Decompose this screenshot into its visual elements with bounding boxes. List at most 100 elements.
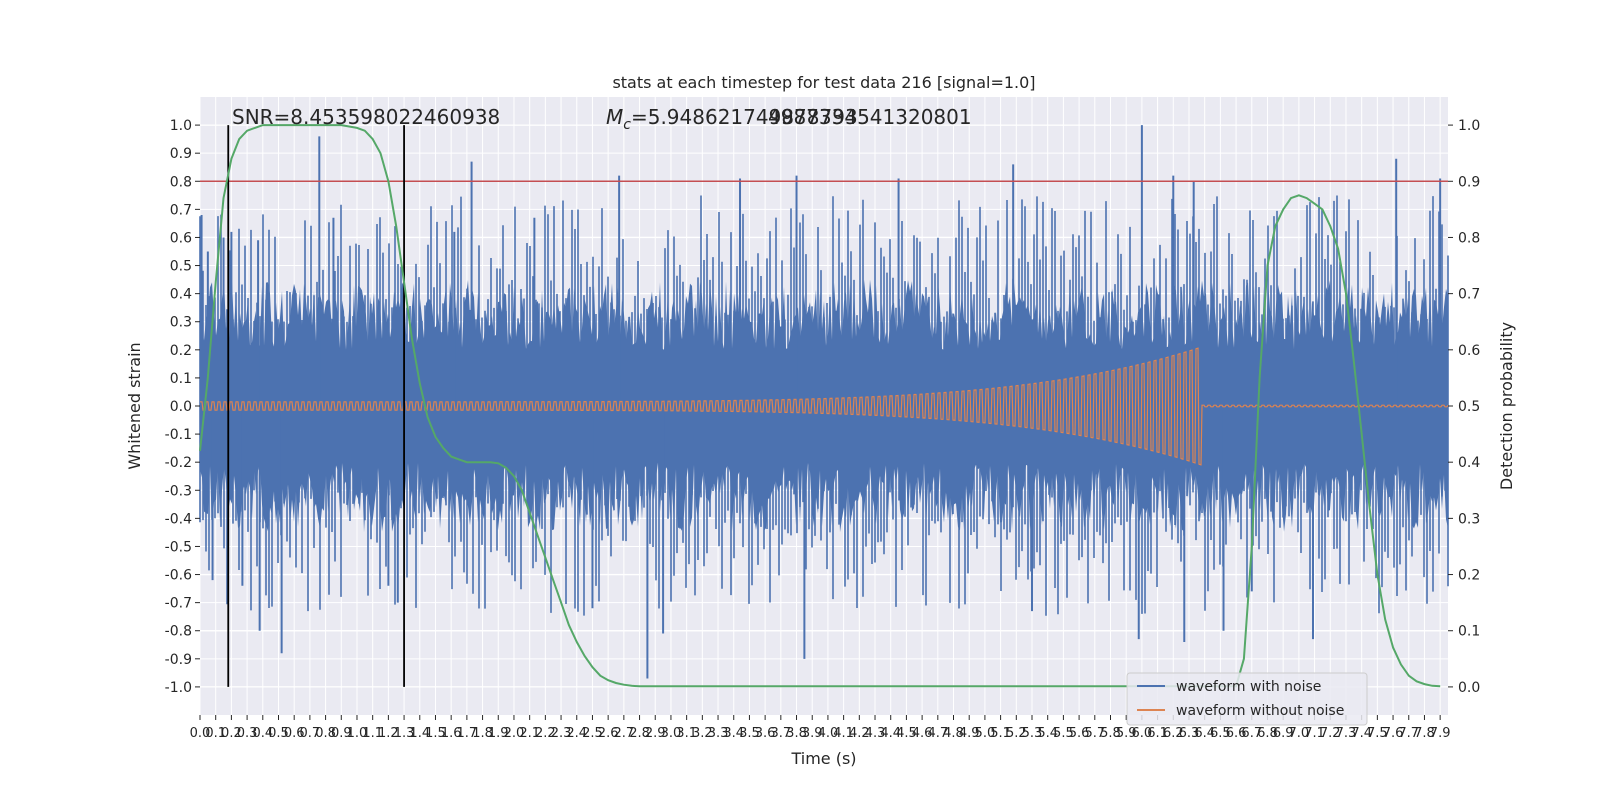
y-tick-label: -0.9 [165,652,192,668]
x-tick-label: 5.2 [1006,726,1027,741]
x-tick-label: 7.8 [1414,726,1435,741]
y2-tick-label: 0.7 [1458,287,1480,303]
x-tick-label: 4.5 [896,726,917,741]
x-tick-label: 1.0 [347,726,368,741]
x-tick-label: 0.5 [268,726,289,741]
y-tick-label: 0.8 [170,174,192,190]
chart-title: stats at each timestep for test data 216… [612,73,1035,92]
x-tick-label: 0.8 [315,726,336,741]
y-tick-label: 0.0 [170,399,192,415]
x-tick-label: 2.3 [551,726,572,741]
x-tick-label: 6.5 [1210,726,1231,741]
y-tick-label: 0.3 [170,315,192,331]
x-tick-label: 4.4 [880,726,901,741]
y-tick-label: 1.0 [170,118,192,134]
x-tick-label: 5.0 [975,726,996,741]
x-tick-label: 5.1 [990,726,1011,741]
x-tick-label: 0.0 [190,726,211,741]
x-tick-label: 0.9 [331,726,352,741]
overlap-annotation: 4987334541320801 [768,105,972,129]
x-tick-label: 4.8 [943,726,964,741]
x-tick-label: 6.8 [1257,726,1278,741]
y-axis-label: Whitened strain [125,342,144,469]
x-tick-label: 7.7 [1398,726,1419,741]
x-tick-label: 0.1 [205,726,226,741]
probability-series-line [199,124,1441,688]
x-tick-label: 6.3 [1179,726,1200,741]
x-tick-label: 0.3 [237,726,258,741]
x-tick-label: 4.9 [959,726,980,741]
x-tick-label: 2.1 [519,726,540,741]
x-tick-label: 1.5 [425,726,446,741]
y-tick-label: -0.7 [165,596,192,612]
x-tick-label: 4.3 [865,726,886,741]
y-tick-label: 0.9 [170,146,192,162]
x-tick-label: 2.5 [582,726,603,741]
y2-tick-label: 0.5 [1458,399,1480,415]
x-tick-label: 0.2 [221,726,242,741]
x-tick-label: 1.9 [488,726,509,741]
y-tick-label: 0.1 [170,371,192,387]
chirp-mass-annotation: Mc=5.948621749878793 [606,105,858,133]
x-tick-label: 4.1 [833,726,854,741]
x-tick-label: 4.7 [927,726,948,741]
x-tick-label: 6.7 [1241,726,1262,741]
y-tick-label: -0.8 [165,624,192,640]
x-tick-label: 7.6 [1383,726,1404,741]
y-tick-label: 0.2 [170,343,192,359]
y-tick-label: -0.1 [165,427,192,443]
x-tick-label: 2.7 [614,726,635,741]
x-tick-label: 7.4 [1351,726,1372,741]
x-tick-label: 3.4 [723,726,744,741]
x-tick-label: 3.8 [786,726,807,741]
y2-tick-label: 1.0 [1458,118,1480,134]
x-tick-label: 1.3 [394,726,415,741]
y2-tick-label: 0.6 [1458,343,1480,359]
y2-tick-label: 0.0 [1458,680,1480,696]
x-tick-label: 2.2 [535,726,556,741]
x-tick-label: 2.4 [566,726,587,741]
y-tick-label: 0.4 [170,287,192,303]
legend-label-noise: waveform with noise [1176,679,1321,695]
y-tick-label: -0.2 [165,455,192,471]
x-tick-label: 5.8 [1100,726,1121,741]
y-tick-label: 0.5 [170,259,192,275]
x-tick-label: 3.6 [755,726,776,741]
x-tick-label: 6.6 [1226,726,1247,741]
legend: waveform with noise waveform without noi… [1126,672,1368,726]
y2-tick-label: 0.8 [1458,230,1480,246]
legend-box [1126,672,1368,726]
x-tick-label: 1.1 [362,726,383,741]
chirp-mass-value: =5.948621749878793 [631,105,858,129]
y2-tick-label: 0.4 [1458,455,1480,471]
x-tick-label: 4.6 [912,726,933,741]
y2-tick-labels: 0.0 0.1 0.2 0.3 0.4 0.5 0.6 0.7 0.8 0.9 1.0 [1448,118,1480,696]
chirp-mass-subscript: c [623,117,631,133]
y-tick-label: 0.7 [170,202,192,218]
x-tick-label: 1.2 [378,726,399,741]
x-tick-label: 5.7 [1084,726,1105,741]
x-tick-label: 7.0 [1289,726,1310,741]
x-tick-label: 5.6 [1069,726,1090,741]
x-tick-label: 1.4 [409,726,430,741]
x-tick-label: 2.9 [645,726,666,741]
vertical-markers [227,125,405,687]
x-tick-label: 3.3 [708,726,729,741]
x-tick-label: 3.9 [802,726,823,741]
x-tick-label: 7.2 [1320,726,1341,741]
chirp-mass-symbol: M [606,105,623,129]
y2-tick-label: 0.9 [1458,174,1480,190]
x-tick-label: 0.7 [300,726,321,741]
x-tick-label: 3.2 [692,726,713,741]
x-tick-label: 4.0 [818,726,839,741]
x-tick-label: 6.9 [1273,726,1294,741]
x-tick-labels: 0.00.10.20.30.40.50.60.70.80.91.01.11.21… [190,715,1450,741]
x-tick-label: 3.5 [739,726,760,741]
x-tick-label: 1.8 [472,726,493,741]
x-axis-label: Time (s) [790,749,856,768]
snr-annotation: SNR=8.453598022460938 [232,105,500,129]
x-tick-label: 7.3 [1336,726,1357,741]
x-tick-label: 5.9 [1116,726,1137,741]
x-tick-label: 5.4 [1037,726,1058,741]
x-tick-label: 1.6 [441,726,462,741]
